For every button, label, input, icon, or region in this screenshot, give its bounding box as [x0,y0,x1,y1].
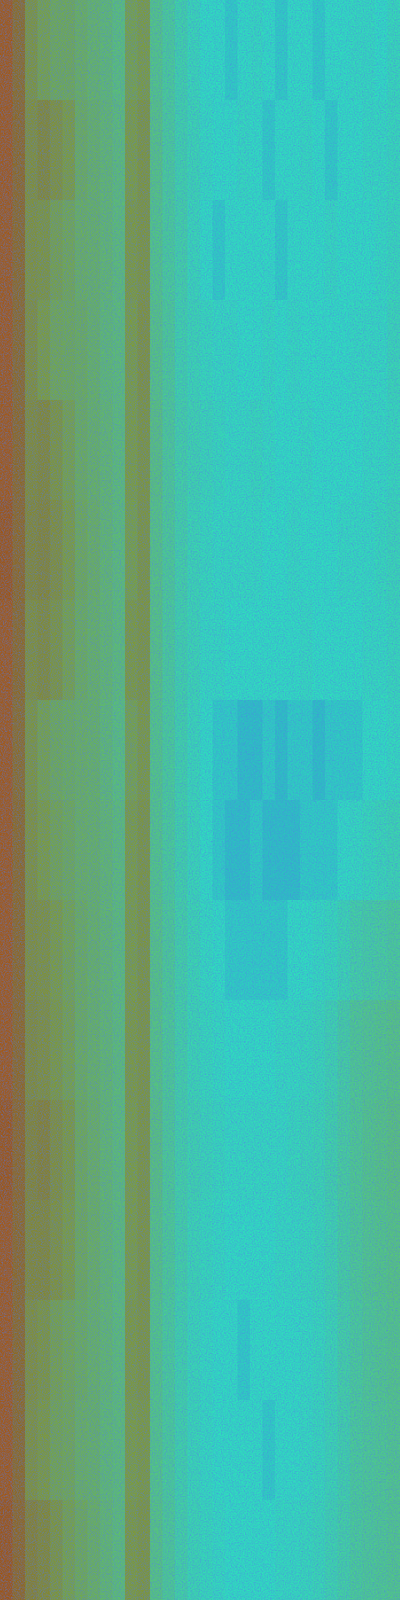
noise-texture [0,0,400,1600]
spectrogram [0,0,400,1600]
cells [0,0,400,1600]
